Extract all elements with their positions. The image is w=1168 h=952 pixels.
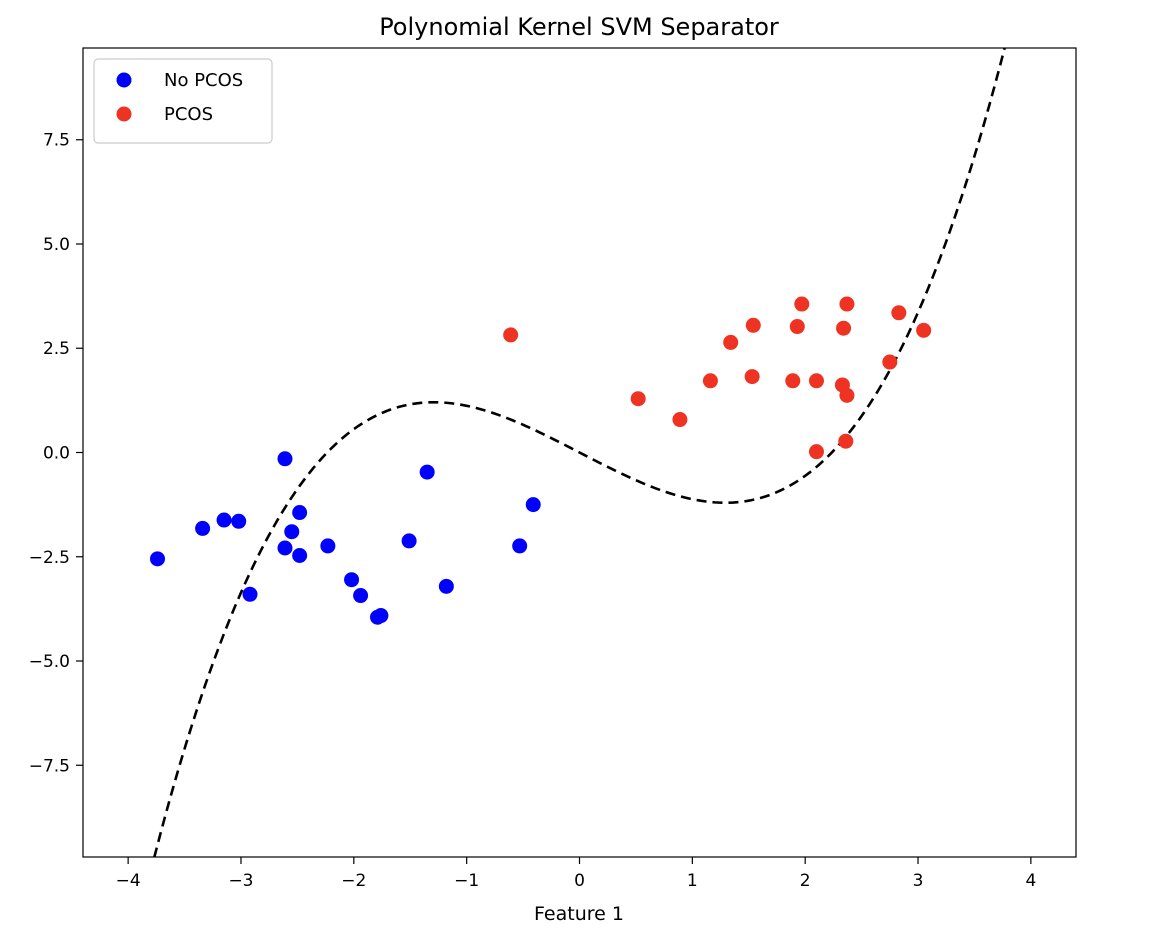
no-pcos-point: [195, 520, 211, 536]
pcos-point: [702, 373, 718, 389]
x-tick-label: 0: [574, 871, 585, 891]
x-tick-label: −4: [116, 871, 141, 891]
no-pcos-point: [277, 540, 293, 556]
pcos-point: [808, 373, 824, 389]
y-axis: −7.5 −5.0 −2.5 0.0 2.5 5.0 7.5: [29, 131, 83, 776]
pcos-point: [794, 296, 810, 312]
legend: No PCOS PCOS: [93, 58, 273, 144]
legend-marker-pcos: [116, 106, 132, 122]
no-pcos-point: [320, 538, 336, 554]
no-pcos-point: [292, 548, 308, 563]
no-pcos-point: [353, 588, 369, 604]
pcos-point: [891, 305, 907, 321]
chart-title: Polynomial Kernel SVM Separator: [379, 13, 779, 41]
separator-layer: [153, 48, 1006, 857]
no-pcos-point: [284, 524, 300, 540]
legend-box: [93, 58, 273, 144]
pcos-point: [882, 354, 898, 370]
pcos-point: [630, 391, 646, 407]
y-tick-label: 2.5: [43, 339, 70, 359]
no-pcos-point: [512, 538, 528, 554]
x-tick-label: 3: [913, 871, 924, 891]
pcos-point: [836, 320, 852, 336]
no-pcos-point: [216, 512, 232, 528]
y-tick-label: 7.5: [43, 131, 70, 151]
y-tick-label: −5.0: [29, 652, 70, 672]
separator-curve: [153, 48, 1006, 857]
legend-marker-no-pcos: [116, 72, 132, 88]
x-axis: −4 −3 −2 −1 0 1 2 3 4: [116, 857, 1036, 891]
pcos-point: [839, 387, 855, 403]
pcos-point: [808, 444, 824, 460]
x-tick-label: 1: [687, 871, 698, 891]
x-tick-label: −3: [228, 871, 253, 891]
pcos-point: [838, 433, 854, 449]
no-pcos-point: [292, 505, 308, 521]
pcos-point: [789, 319, 805, 335]
y-tick-label: −2.5: [29, 548, 70, 568]
pcos-point: [744, 369, 760, 385]
pcos-point: [785, 373, 801, 389]
pcos-point: [672, 412, 688, 428]
pcos-point: [839, 296, 855, 312]
no-pcos-point: [277, 451, 293, 467]
legend-label-pcos: PCOS: [164, 104, 213, 125]
x-tick-label: 2: [800, 871, 811, 891]
pcos-point: [745, 317, 761, 333]
no-pcos-point: [373, 608, 389, 624]
plot-area: [149, 48, 1006, 857]
no-pcos-point: [242, 586, 258, 602]
x-tick-label: −1: [454, 871, 479, 891]
no-pcos-point: [149, 551, 165, 567]
points-layer: [149, 296, 932, 625]
pcos-point: [916, 322, 932, 338]
no-pcos-point: [231, 513, 247, 529]
y-tick-label: 5.0: [43, 235, 70, 255]
no-pcos-point: [438, 578, 454, 594]
x-tick-label: 4: [1025, 871, 1036, 891]
no-pcos-point: [525, 497, 541, 513]
pcos-point: [723, 334, 739, 350]
x-axis-label: Feature 1: [534, 903, 624, 925]
pcos-point: [503, 327, 519, 343]
y-tick-label: −7.5: [29, 756, 70, 776]
legend-label-no-pcos: No PCOS: [164, 70, 243, 91]
no-pcos-point: [344, 572, 360, 588]
y-tick-label: 0.0: [43, 444, 70, 464]
no-pcos-point: [419, 464, 435, 480]
x-tick-label: −2: [341, 871, 366, 891]
no-pcos-point: [401, 533, 417, 549]
